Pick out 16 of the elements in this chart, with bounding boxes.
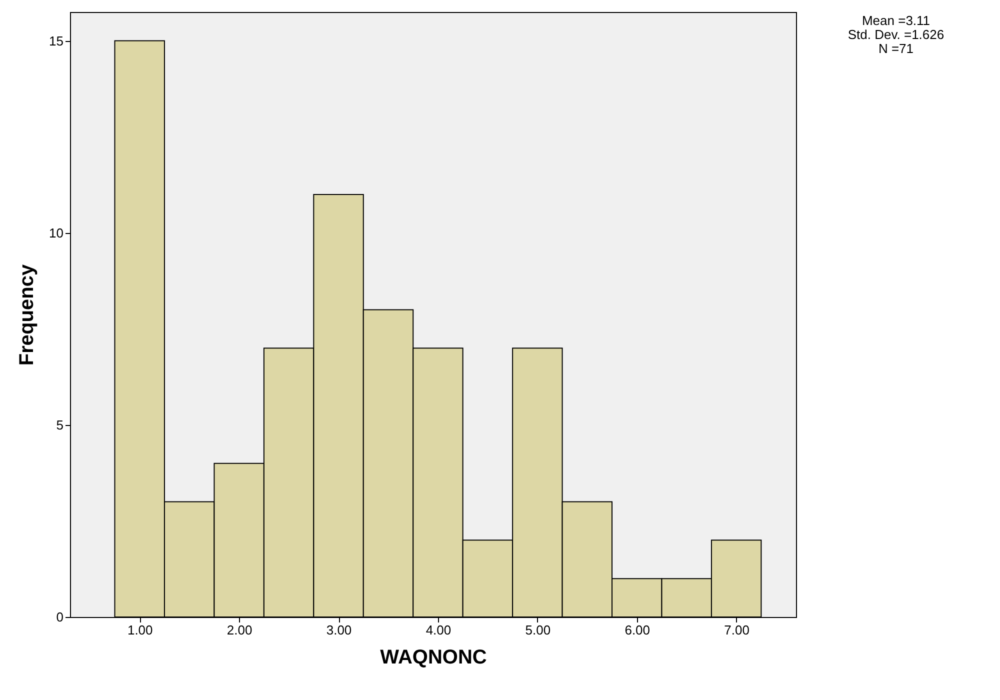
- y-tick-label: 0: [56, 610, 64, 624]
- x-tick-label: 1.00: [127, 622, 153, 638]
- text: Std. Dev. =1.626: [848, 27, 944, 42]
- text: Mean =3.11: [862, 13, 930, 28]
- x-tick-label: 4.00: [426, 622, 452, 638]
- x-tick-label: 3.00: [326, 622, 352, 638]
- text: N =71: [878, 41, 914, 56]
- x-tick-label: 7.00: [724, 622, 750, 638]
- y-axis-title: Frequency: [16, 264, 38, 366]
- y-tick-label: 5: [56, 417, 64, 432]
- x-tick-label: 5.00: [525, 622, 551, 638]
- x-tick-label: 6.00: [624, 622, 650, 638]
- x-tick-label: 2.00: [226, 622, 252, 638]
- y-tick-label: 10: [49, 225, 64, 240]
- x-axis-title: WAQNONC: [380, 646, 487, 668]
- y-tick-label: 15: [49, 33, 64, 48]
